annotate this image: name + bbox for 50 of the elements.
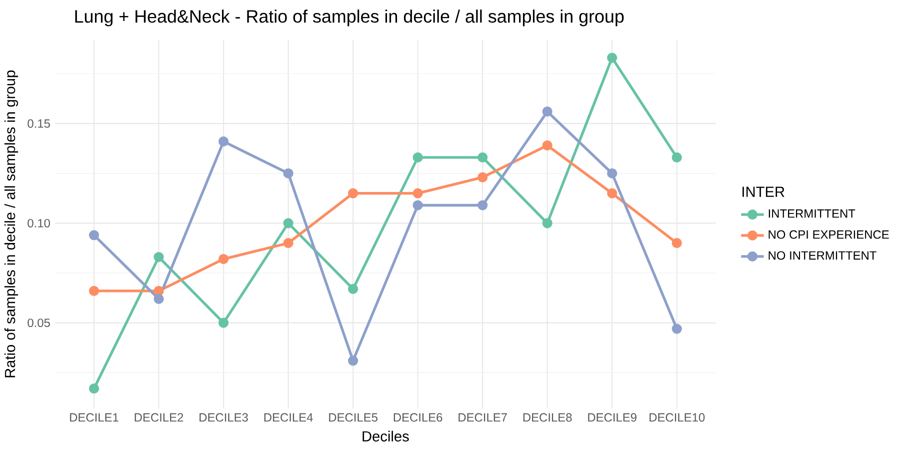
- y-tick-label: 0.15: [28, 119, 50, 128]
- point: [88, 286, 100, 296]
- x-tick-label: DECILE8: [523, 413, 572, 422]
- point: [412, 200, 423, 210]
- point: [348, 284, 358, 294]
- point: [218, 318, 229, 328]
- x-tick-label: DECILE2: [134, 413, 184, 422]
- x-tick-label: DECILE3: [200, 413, 248, 422]
- point: [412, 152, 423, 162]
- y-tick-label: 0.05: [28, 318, 50, 327]
- legend-label: NO CPI EXPERIENCE: [768, 230, 889, 239]
- x-tick-label: DECILE4: [264, 413, 313, 422]
- point: [607, 52, 618, 63]
- x-tick-label: DECILE7: [458, 413, 507, 422]
- x-tick-label: DECILE1: [70, 413, 118, 422]
- x-tick-label: DECILE9: [588, 413, 636, 422]
- legend-title: INTER: [742, 186, 784, 197]
- point: [348, 188, 358, 198]
- point: [478, 200, 488, 210]
- chart-title: Lung + Head&Neck - Ratio of samples in decile / all samples in group: [75, 9, 624, 26]
- y-tick-label: 0.10: [28, 218, 50, 228]
- point: [218, 254, 229, 264]
- point: [154, 286, 164, 296]
- point: [283, 238, 294, 248]
- point: [607, 168, 618, 178]
- point: [154, 294, 164, 304]
- point: [88, 230, 100, 240]
- x-axis-title: Deciles: [362, 430, 409, 442]
- x-tick-label: DECILE10: [650, 413, 705, 422]
- point: [607, 188, 618, 198]
- point: [672, 238, 682, 248]
- point: [218, 136, 229, 146]
- point: [672, 152, 682, 162]
- x-tick-label: DECILE5: [329, 413, 378, 422]
- legend-label: NO INTERMITTENT: [768, 251, 876, 260]
- point: [542, 218, 552, 228]
- point: [283, 218, 294, 228]
- x-tick-label: DECILE6: [394, 413, 442, 422]
- point: [88, 383, 100, 394]
- point: [412, 188, 423, 198]
- point: [542, 106, 552, 116]
- point: [672, 324, 682, 334]
- point: [154, 252, 164, 262]
- point: [478, 172, 488, 182]
- y-axis-title: Ratio of samples in decile / all samples in group: [4, 70, 18, 378]
- point: [283, 168, 294, 178]
- point: [478, 152, 488, 162]
- point: [348, 355, 358, 366]
- legend-label: INTERMITTENT: [768, 209, 856, 218]
- point: [542, 140, 552, 150]
